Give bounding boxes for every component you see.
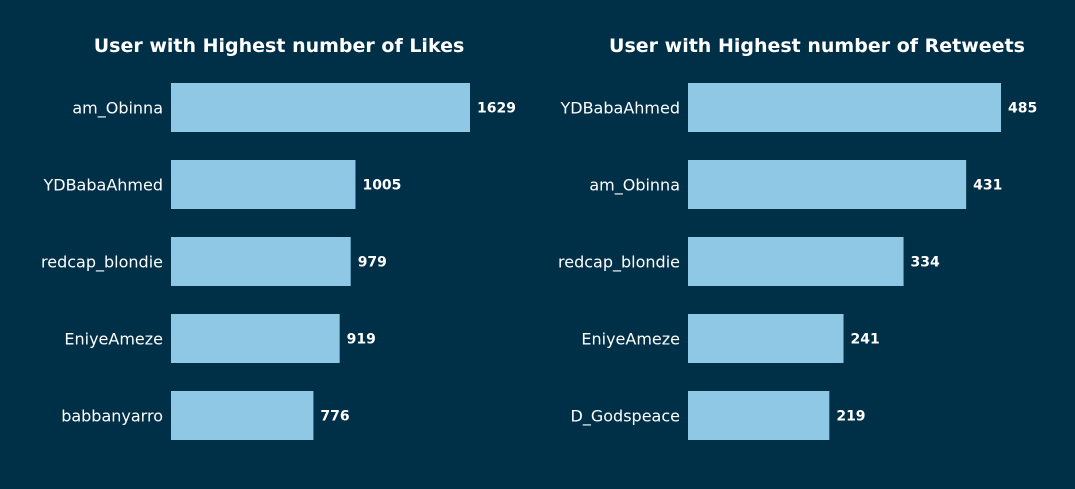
bar[interactable] — [171, 237, 351, 286]
data-label: 431 — [973, 178, 1002, 194]
bar[interactable] — [688, 391, 830, 440]
bar[interactable] — [171, 83, 470, 132]
category-label: redcap_blondie — [558, 253, 680, 273]
data-label: 334 — [911, 255, 940, 271]
data-label: 241 — [851, 332, 880, 348]
retweets-bars: YDBabaAhmed 485 am_Obinna 431 redcap_blondie… — [558, 83, 1037, 440]
data-label: 979 — [358, 255, 387, 271]
data-label: 485 — [1008, 101, 1037, 117]
category-label: am_Obinna — [72, 99, 163, 119]
category-label: D_Godspeace — [571, 407, 680, 427]
likes-bars: am_Obinna 1629 YDBabaAhmed 1005 redcap_blond… — [41, 83, 516, 440]
bar[interactable] — [688, 314, 844, 363]
category-label: redcap_blondie — [41, 253, 163, 273]
category-label: EniyeAmeze — [64, 330, 163, 349]
category-label: babbanyarro — [61, 407, 163, 426]
likes-chart-title: User with Highest number of Likes — [94, 35, 465, 57]
likes-chart: User with Highest number of Likes am_Obi… — [41, 35, 516, 440]
bar[interactable] — [171, 160, 356, 209]
data-label: 1005 — [362, 178, 401, 194]
data-label: 219 — [836, 409, 865, 425]
category-label: EniyeAmeze — [581, 330, 680, 349]
category-label: YDBabaAhmed — [42, 176, 163, 195]
bar[interactable] — [688, 160, 967, 209]
bar[interactable] — [171, 314, 340, 363]
category-label: YDBabaAhmed — [559, 99, 680, 118]
data-label: 776 — [320, 409, 349, 425]
bar[interactable] — [171, 391, 314, 440]
retweets-chart: User with Highest number of Retweets YDB… — [558, 35, 1037, 440]
retweets-chart-title: User with Highest number of Retweets — [609, 35, 1025, 57]
bar[interactable] — [688, 237, 904, 286]
bar[interactable] — [688, 83, 1001, 132]
data-label: 919 — [347, 332, 376, 348]
category-label: am_Obinna — [589, 176, 680, 196]
data-label: 1629 — [477, 101, 516, 117]
